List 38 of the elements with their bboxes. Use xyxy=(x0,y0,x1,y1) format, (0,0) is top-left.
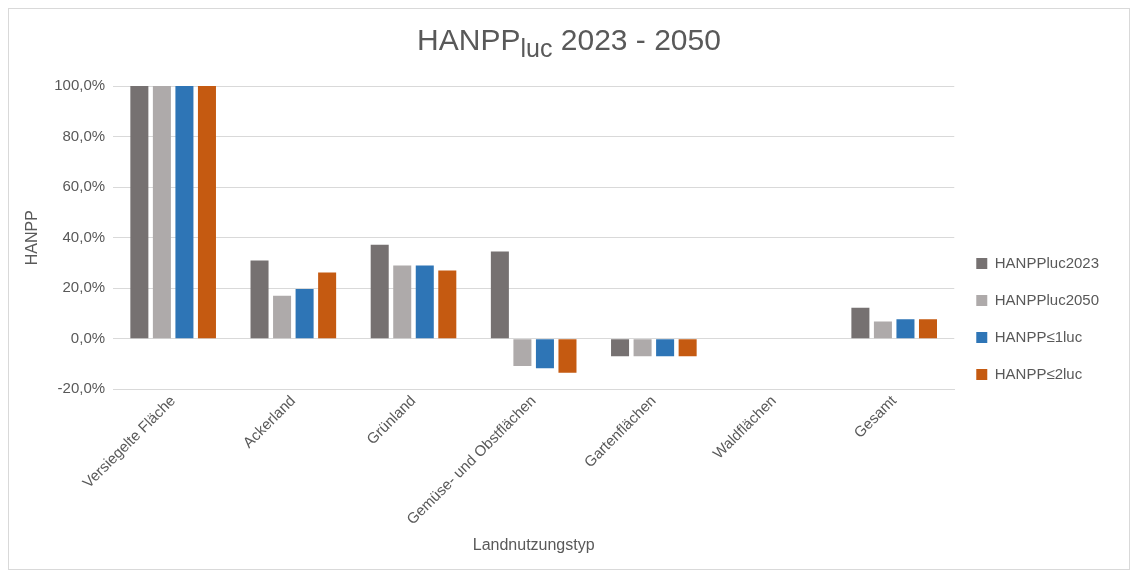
legend-label: HANPPluc2050 xyxy=(994,290,1100,308)
y-tick-label: 80,0% xyxy=(62,126,106,144)
bar xyxy=(558,339,577,373)
bar xyxy=(633,339,652,357)
bar xyxy=(130,86,149,339)
bar xyxy=(415,265,434,339)
y-tick-label: 20,0% xyxy=(62,278,106,296)
bar xyxy=(197,86,216,339)
bar xyxy=(152,86,171,339)
bar xyxy=(295,288,314,339)
bar xyxy=(896,319,915,339)
y-tick-label: 100,0% xyxy=(54,76,106,94)
bar xyxy=(393,265,412,339)
bar xyxy=(490,251,509,339)
bar xyxy=(535,339,554,369)
bar xyxy=(678,339,697,357)
y-tick-label: -20,0% xyxy=(57,379,106,397)
y-tick-label: 40,0% xyxy=(62,227,106,245)
bar xyxy=(873,321,892,339)
y-tick-label: 60,0% xyxy=(62,177,106,195)
legend-label: HANPPluc2023 xyxy=(994,253,1100,271)
y-tick-label: 0,0% xyxy=(70,328,106,346)
bar xyxy=(851,307,870,339)
legend-label: HANPP≤1luc xyxy=(994,327,1083,345)
bar xyxy=(918,319,937,339)
bar xyxy=(370,244,389,339)
legend-label: HANPP≤2luc xyxy=(994,364,1083,382)
bar xyxy=(656,339,675,357)
bar xyxy=(175,86,194,339)
x-axis-title: Landnutzungstyp xyxy=(472,535,595,553)
y-axis-title: HANPP xyxy=(23,210,41,266)
bar xyxy=(318,272,337,339)
bar xyxy=(438,270,457,339)
chart-title: HANPP$_{luc}$ 2023 - 2050 xyxy=(416,22,722,64)
bar xyxy=(513,339,532,367)
bar xyxy=(611,339,630,357)
bar xyxy=(250,260,269,339)
bar xyxy=(273,295,292,339)
